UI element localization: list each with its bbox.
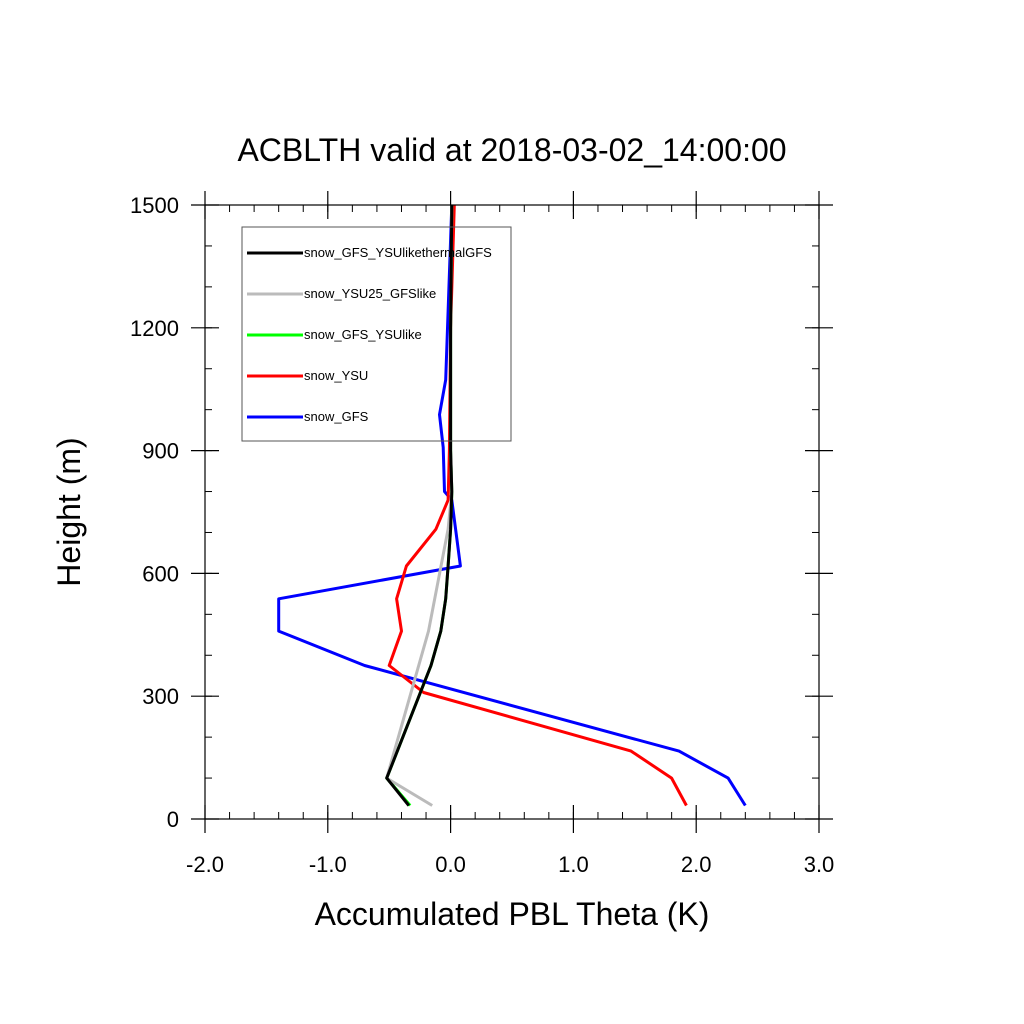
x-tick-label: 2.0 [681,852,712,877]
legend-box [241,226,512,442]
y-tick-labels: 0 300 600 900 1200 1500 [130,193,179,832]
legend: snow_GFS_YSUlikethermalGFS snow_YSU25_GFS… [241,226,512,442]
y-tick-label: 900 [142,439,179,464]
y-tick-label: 300 [142,684,179,709]
x-tick-label: -1.0 [309,852,347,877]
y-tick-label: 0 [167,807,179,832]
x-tick-label: -2.0 [186,852,224,877]
legend-label: snow_YSU [304,368,368,383]
series-lines [277,204,747,807]
x-tick-label: 0.0 [435,852,466,877]
y-tick-label: 1200 [130,316,179,341]
series-line-snow_GFS [277,204,747,807]
x-tick-label: 3.0 [804,852,835,877]
legend-label: snow_GFS_YSUlike [304,327,422,342]
x-tick-labels: -2.0 -1.0 0.0 1.0 2.0 3.0 [186,852,834,877]
chart-title: ACBLTH valid at 2018-03-02_14:00:00 [237,132,786,168]
y-tick-label: 1500 [130,193,179,218]
y-tick-label: 600 [142,561,179,586]
x-axis-label: Accumulated PBL Theta (K) [315,896,710,932]
y-axis-label: Height (m) [51,437,87,586]
plot-frame [204,204,820,820]
x-tick-label: 1.0 [558,852,589,877]
series-line-snow_GFS_YSUlikethermalGFS [385,204,454,807]
legend-label: snow_GFS [304,409,369,424]
legend-label: snow_YSU25_GFSlike [304,286,436,301]
legend-label: snow_GFS_YSUlikethermalGFS [304,245,492,260]
